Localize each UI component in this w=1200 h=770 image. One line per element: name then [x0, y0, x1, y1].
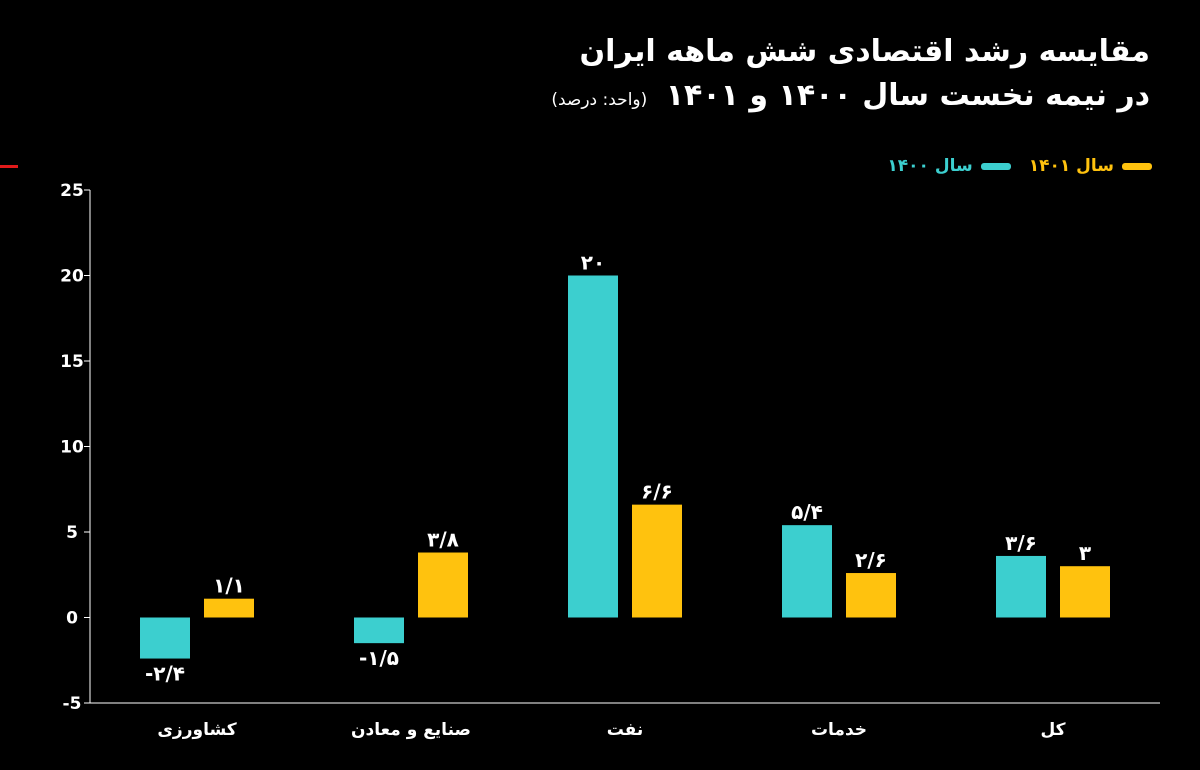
chart-title: مقایسه رشد اقتصادی شش ماهه ایران — [579, 34, 1150, 69]
data-label: ۳ — [1079, 541, 1091, 565]
chart-title-block: مقایسه رشد اقتصادی شش ماهه ایران در نیمه… — [350, 30, 1150, 122]
x-tick-label: کشاورزی — [157, 720, 236, 740]
legend-item-1401: سال ۱۴۰۱ — [1029, 156, 1152, 176]
data-label: -۱/۵ — [359, 646, 399, 670]
y-tick-label: 0 — [66, 609, 78, 629]
data-label: -۲/۴ — [145, 662, 185, 686]
data-label: ۳/۸ — [427, 528, 459, 552]
bar-1401 — [418, 552, 468, 618]
legend-label-1401: سال ۱۴۰۱ — [1028, 156, 1114, 176]
data-label: ۳/۶ — [1005, 531, 1037, 555]
bar-1400 — [996, 555, 1046, 618]
bar-1400 — [140, 617, 190, 659]
data-label: ۲/۶ — [855, 548, 887, 572]
y-tick-label: -5 — [63, 694, 82, 714]
legend-swatch-1401 — [1122, 162, 1152, 170]
x-tick-label: خدمات — [811, 720, 867, 740]
y-tick-label: 10 — [60, 438, 84, 458]
bar-1401 — [846, 573, 896, 618]
legend-item-1400: سال ۱۴۰۰ — [887, 156, 1011, 176]
x-tick-label: نفت — [607, 720, 644, 740]
y-tick-label: 20 — [60, 267, 84, 287]
legend-swatch-1400 — [980, 162, 1011, 170]
bar-1401 — [1060, 566, 1110, 618]
chart-subtitle-line: در نیمه نخست سال ۱۴۰۰ و ۱۴۰۱ (واحد: درصد… — [350, 74, 1150, 122]
data-label: ۵/۴ — [791, 500, 823, 524]
legend-label-1400: سال ۱۴۰۰ — [887, 156, 973, 176]
bar-1400 — [354, 617, 404, 644]
chart-unit: (واحد: درصد) — [551, 90, 648, 110]
chart-legend: سال ۱۴۰۱ سال ۱۴۰۰ — [887, 156, 1152, 176]
data-label: ۶/۶ — [641, 480, 673, 504]
y-tick-label: 5 — [66, 523, 78, 543]
bar-1400 — [568, 275, 618, 618]
chart-subtitle: در نیمه نخست سال ۱۴۰۰ و ۱۴۰۱ — [665, 78, 1150, 113]
bar-1400 — [782, 525, 832, 618]
data-label: ۲۰ — [581, 251, 605, 275]
x-tick-label: کل — [1040, 720, 1065, 740]
data-label: ۱/۱ — [213, 574, 245, 598]
bar-1401 — [632, 504, 682, 618]
x-tick-label: صنایع و معادن — [351, 720, 471, 740]
y-tick-label: 25 — [60, 181, 84, 201]
bar-1401 — [204, 598, 254, 618]
y-tick-label: 15 — [60, 352, 84, 372]
decorative-red-mark — [0, 165, 18, 168]
